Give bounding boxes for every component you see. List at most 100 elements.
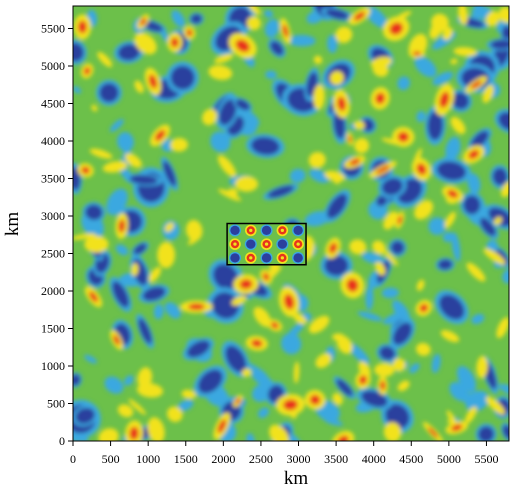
heat-blob — [465, 406, 477, 424]
heat-blob — [217, 155, 236, 177]
heat-blob — [129, 426, 139, 440]
x-tick-label: 2500 — [249, 452, 273, 466]
y-tick-label: 500 — [47, 397, 65, 411]
heat-blob — [188, 303, 205, 310]
heat-blob — [451, 232, 461, 262]
checker-cell — [280, 228, 285, 233]
highlight-box-group — [226, 222, 307, 266]
heat-blob — [164, 222, 174, 232]
heat-blob — [235, 39, 250, 53]
checker-cell — [261, 253, 272, 263]
heat-blob — [438, 259, 453, 270]
heat-blob — [73, 374, 81, 386]
heat-blob — [308, 169, 330, 183]
heat-blob — [84, 354, 97, 364]
heat-blob — [325, 9, 349, 20]
heat-blob — [210, 131, 231, 153]
heat-blob — [492, 167, 508, 186]
heat-blob — [97, 51, 113, 68]
heat-blob — [471, 6, 484, 21]
heat-blob — [327, 193, 348, 219]
heat-blob — [166, 406, 183, 422]
heat-blob — [106, 188, 128, 216]
heat-blob — [308, 315, 330, 334]
heat-blob — [361, 118, 375, 132]
heat-blob — [428, 427, 439, 438]
plot-frame — [72, 5, 510, 442]
checker-cell — [233, 242, 237, 246]
heat-blob — [458, 6, 468, 25]
heat-blob — [112, 281, 129, 308]
checker-cell — [277, 239, 288, 249]
heat-blob — [361, 390, 388, 408]
heat-blob — [397, 76, 411, 91]
y-axis-label: km — [2, 212, 23, 237]
heat-blob — [329, 71, 344, 85]
plot-area — [72, 5, 510, 442]
x-tick-label: 4500 — [399, 452, 423, 466]
heat-blob — [170, 65, 195, 90]
heat-blob — [118, 219, 125, 233]
checker-cell — [293, 253, 303, 263]
heat-blob — [381, 178, 403, 196]
checker-cell — [264, 242, 269, 246]
heat-blob — [337, 96, 346, 111]
heat-blob — [235, 397, 241, 405]
heatmap-field — [73, 6, 509, 441]
heat-blob — [265, 70, 277, 80]
heat-blob — [73, 86, 82, 94]
heat-blob — [270, 41, 284, 56]
heat-blob — [414, 56, 437, 78]
heat-blob — [485, 396, 505, 415]
heat-blob — [416, 279, 425, 291]
heat-blob — [155, 130, 166, 141]
heat-blob — [466, 262, 486, 282]
heat-blob — [372, 240, 386, 255]
heat-blob — [186, 219, 203, 241]
heat-blob — [431, 353, 441, 374]
heat-blob — [376, 195, 388, 207]
heat-blob — [409, 363, 420, 374]
heat-blob — [73, 42, 84, 62]
heat-blob — [186, 340, 210, 358]
heat-blob — [442, 231, 454, 243]
heat-blob — [379, 346, 396, 360]
x-tick-label: 1500 — [174, 452, 198, 466]
heat-blob — [416, 163, 427, 175]
heat-blob — [496, 317, 509, 339]
heat-blob — [346, 278, 359, 292]
heat-blob — [148, 74, 158, 89]
checker-cell — [249, 256, 253, 260]
heat-blob — [293, 313, 307, 325]
heat-blob — [450, 58, 458, 65]
heat-blob — [482, 84, 494, 104]
heat-blob — [357, 311, 383, 322]
heat-blob — [456, 366, 477, 393]
heat-blob — [102, 161, 128, 173]
heat-blob — [353, 11, 365, 21]
heat-blob — [444, 211, 456, 229]
heat-blob — [267, 185, 295, 198]
heat-blob — [181, 389, 197, 399]
heat-blob — [389, 22, 403, 35]
heat-blob — [235, 99, 250, 111]
heat-blob — [313, 84, 325, 110]
heat-blob — [133, 243, 147, 255]
heat-blob — [470, 80, 482, 89]
heat-blob — [75, 407, 95, 424]
heat-blob — [282, 24, 289, 38]
heat-blob — [315, 353, 332, 369]
x-tick-label: 1000 — [136, 452, 160, 466]
heat-blob — [190, 14, 202, 24]
x-tick-label: 5000 — [437, 452, 461, 466]
heat-blob — [142, 20, 163, 32]
heat-blob — [440, 330, 460, 343]
heat-blob — [463, 195, 481, 215]
heat-blob — [397, 131, 409, 142]
x-tick-label: 3500 — [324, 452, 348, 466]
heat-blob — [439, 294, 465, 320]
heat-blob — [495, 249, 509, 266]
heat-blob — [502, 25, 509, 42]
heat-blob — [78, 20, 87, 34]
heat-blob — [123, 375, 134, 386]
